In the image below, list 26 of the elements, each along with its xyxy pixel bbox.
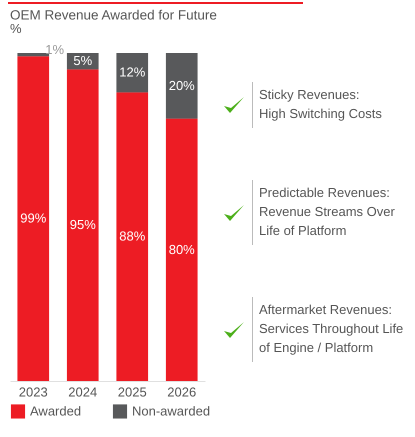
legend-label: Awarded: [30, 403, 82, 418]
data-label: 99%: [20, 210, 47, 226]
data-label: 88%: [119, 228, 146, 244]
legend-label: Non-awarded: [132, 403, 210, 418]
bar: [17, 56, 50, 381]
x-tick-label: 2024: [68, 384, 98, 400]
bar: [116, 92, 148, 381]
bar: [17, 53, 50, 56]
x-tick-label: 2025: [118, 384, 147, 400]
chart-subtitle: %: [10, 21, 22, 36]
bar: [116, 53, 148, 92]
text: Aftermarket Revenues: Services Throughout Life of Engine / Platform: [252, 297, 404, 362]
x-tick-label: 2023: [18, 384, 48, 400]
data-label: 12%: [119, 64, 146, 80]
data-label: 20%: [168, 78, 196, 93]
data-label: 1%: [45, 42, 64, 57]
bar: [166, 53, 198, 119]
bar: [66, 69, 99, 381]
x-tick-label: 2026: [167, 384, 196, 400]
text: Predictable Revenues: Revenue Streams Over Life of Platform: [252, 180, 395, 245]
data-label: 80%: [168, 242, 196, 257]
data-label: 95%: [70, 217, 96, 232]
data-label: 5%: [73, 53, 93, 68]
chart-title: OEM Revenue Awarded for Future: [10, 8, 217, 22]
bar: [166, 118, 198, 381]
text: Sticky Revenues: High Switching Costs: [252, 82, 382, 128]
